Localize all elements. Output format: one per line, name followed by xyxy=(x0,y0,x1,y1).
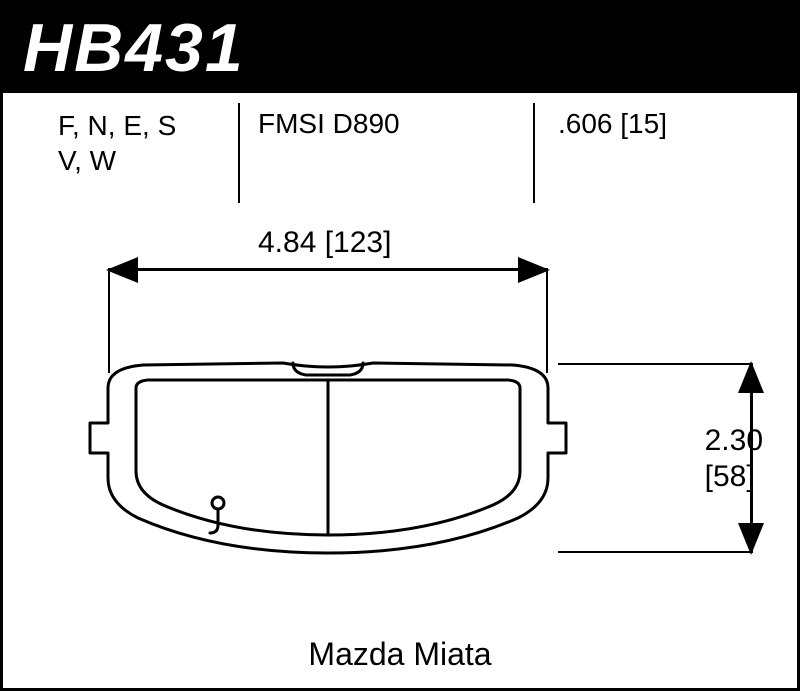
height-mm: [58] xyxy=(705,459,763,495)
thickness-column: .606 [15] xyxy=(558,108,667,140)
arrow-up-icon xyxy=(738,361,764,393)
dimension-bar xyxy=(108,268,548,271)
extension-line xyxy=(558,551,753,553)
spec-sheet: HB431 F, N, E, S V, W FMSI D890 .606 [15… xyxy=(0,0,800,691)
fmsi-column: FMSI D890 xyxy=(258,108,400,140)
width-dimension: 4.84 [123] xyxy=(108,268,548,271)
diagram-area: 4.84 [123] xyxy=(3,213,800,633)
compounds-line2: V, W xyxy=(58,143,228,178)
extension-line xyxy=(558,363,753,365)
width-value: 4.84 [123] xyxy=(258,226,391,260)
compounds-line1: F, N, E, S xyxy=(58,108,228,143)
compounds-column: F, N, E, S V, W xyxy=(58,108,228,178)
brake-pad-outline xyxy=(88,353,568,563)
info-row: F, N, E, S V, W FMSI D890 .606 [15] xyxy=(3,93,797,213)
height-inches: 2.30 xyxy=(705,423,763,459)
column-divider xyxy=(238,103,240,203)
part-number: HB431 xyxy=(23,9,245,87)
application-label: Mazda Miata xyxy=(3,636,797,673)
arrow-left-icon xyxy=(106,257,138,283)
height-value: 2.30 [58] xyxy=(705,423,763,495)
header-bar: HB431 xyxy=(3,3,797,93)
column-divider xyxy=(533,103,535,203)
